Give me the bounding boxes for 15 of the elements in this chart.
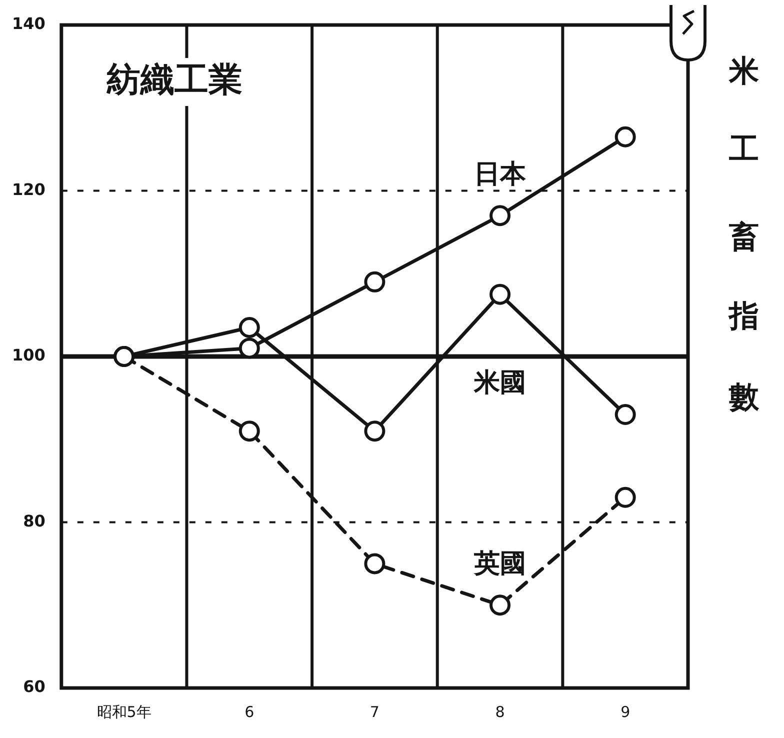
y-tick-label: 140 (12, 14, 46, 34)
y-tick-label: 120 (12, 180, 46, 199)
x-tick-label: 9 (620, 702, 630, 721)
text: 米工畜指數 (726, 30, 761, 440)
x-tick-label: 8 (495, 702, 505, 721)
text: 紡織工業 (105, 60, 242, 100)
x-tick-label: 7 (370, 702, 380, 721)
x-tick-label: 6 (244, 702, 254, 721)
x-tick-label: 昭和5年 (96, 702, 152, 721)
series-label: 日本 (474, 159, 528, 190)
series-label: 米國 (473, 368, 526, 398)
y-tick-label: 80 (23, 511, 46, 530)
series-label: 英國 (473, 548, 526, 579)
y-tick-label: 100 (12, 346, 46, 365)
y-tick-label: 60 (23, 677, 46, 696)
